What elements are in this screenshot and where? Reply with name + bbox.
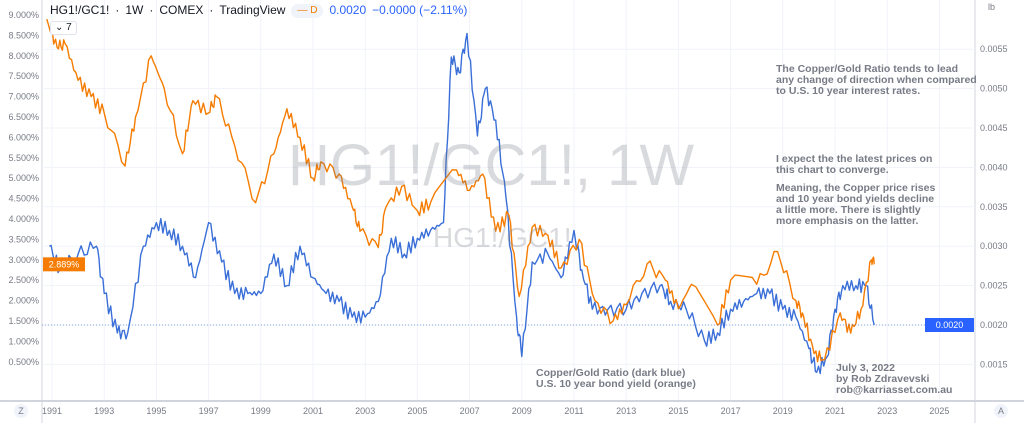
right-tick-label: 0.0015 [980,359,1008,369]
auto-scale-button-label: A [998,406,1004,416]
current-yield-badge [43,257,85,272]
x-tick-label: 2011 [564,406,583,416]
left-tick-label: 4.500% [8,194,39,204]
left-tick-label: 3.500% [8,234,39,244]
x-tick-label: 1999 [251,406,271,416]
yield-series-line [46,18,875,363]
last-value: 0.0020 [329,3,367,17]
x-tick-label: 2001 [303,406,323,416]
delayed-badge[interactable]: — D [291,3,324,18]
exchange-label: COMEX [159,3,204,17]
right-tick-label: 0.0025 [980,281,1008,291]
left-tick-label: 7.000% [8,92,39,102]
scale-left-button-label: Z [18,406,24,416]
x-tick-label: 2007 [460,406,480,416]
current-ratio-label: 0.0020 [936,320,964,330]
x-tick-label: 2023 [877,406,897,416]
x-tick-label: 2017 [721,406,741,416]
left-tick-label: 4.000% [8,214,39,224]
x-tick-label: 1997 [199,406,219,416]
chevron-down-icon: ⌄ [55,22,64,33]
left-tick-label: 7.500% [8,71,39,81]
annotation-lead: The Copper/Gold Ratio tends to lead any c… [776,63,977,97]
left-tick-label: 2.500% [8,275,39,285]
left-tick-label: 5.500% [8,153,39,163]
watermark-symbol: HG1!/GC1! [433,222,572,253]
left-tick-label: 8.500% [8,30,39,40]
left-tick-label: 9.000% [8,10,39,20]
right-tick-label: 0.0020 [980,320,1008,330]
right-tick-label: 0.0045 [980,123,1008,133]
left-tick-label: 1.500% [8,316,39,326]
left-tick-label: 0.500% [8,357,39,367]
watermark-title: HG1!/GC1!, 1W [288,133,695,198]
x-tick-label: 1995 [146,406,166,416]
x-tick-label: 2003 [355,406,375,416]
right-axis-unit: lb [988,2,995,12]
x-tick-label: 2005 [407,406,427,416]
current-yield-label: 2.889% [49,259,80,269]
right-tick-label: 0.0050 [980,84,1008,94]
x-tick-label: 1991 [42,406,62,416]
left-tick-label: 5.000% [8,173,39,183]
indicators-toggle-button[interactable]: ⌄ 7 [50,21,77,35]
x-tick-label: 2009 [512,406,532,416]
left-tick-label: 6.500% [8,112,39,122]
left-tick-label: 8.000% [8,51,39,61]
annotation-credit: July 3, 2022 by Rob Zdravevski rob@karrias… [836,362,953,396]
left-tick-label: 6.000% [8,132,39,142]
chart-header: HG1!/GC1! · 1W · COMEX · TradingView — D 0.… [50,3,468,18]
interval-label[interactable]: 1W [125,3,144,17]
left-tick-label: 2.000% [8,296,39,306]
x-tick-label: 2025 [929,406,949,416]
symbol-label[interactable]: HG1!/GC1! [50,3,110,17]
left-tick-label: 1.000% [8,336,39,346]
ratio-series-line [49,32,875,375]
annotation-meaning: Meaning, the Copper price rises and 10 ye… [776,182,936,227]
x-tick-label: 2013 [616,406,636,416]
annotation-legend: Copper/Gold Ratio (dark blue) U.S. 10 yea… [536,367,696,390]
source-label: TradingView [219,3,286,17]
right-tick-label: 0.0055 [980,44,1008,54]
x-tick-label: 1993 [94,406,114,416]
x-tick-label: 2015 [668,406,688,416]
auto-scale-button[interactable] [994,404,1008,418]
change-value: −0.0000 (−2.11%) [372,3,468,17]
right-tick-label: 0.0030 [980,241,1008,251]
left-tick-label: 3.000% [8,255,39,265]
scale-left-button[interactable] [14,404,28,418]
annotation-converge: I expect the the latest prices on this ch… [776,153,933,176]
right-tick-label: 0.0040 [980,162,1008,172]
x-tick-label: 2019 [773,406,793,416]
current-ratio-badge [925,318,974,332]
right-tick-label: 0.0035 [980,202,1008,212]
x-tick-label: 2021 [825,406,845,416]
